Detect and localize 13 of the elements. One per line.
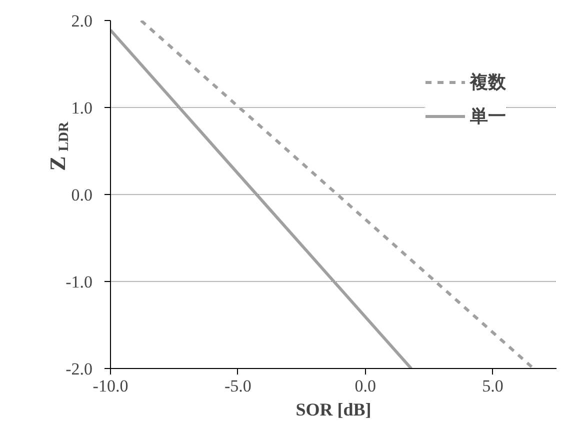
y-tick-label: 2.0 xyxy=(71,12,92,30)
x-tick-label: -5.0 xyxy=(224,376,252,396)
x-axis-title: SOR [dB] xyxy=(296,400,372,420)
y-axis-title: ZLDR xyxy=(45,120,72,171)
x-tick-label: -10.0 xyxy=(92,376,128,396)
x-tick-label: 5.0 xyxy=(482,376,504,396)
legend-label: 単一 xyxy=(470,105,506,128)
y-tick-label: 0.0 xyxy=(71,186,92,204)
x-tick-label: 0.0 xyxy=(354,376,376,396)
legend-label: 複数 xyxy=(470,71,506,94)
y-tick-label: -1.0 xyxy=(66,272,93,292)
y-tick-label: 1.0 xyxy=(71,98,92,118)
y-tick-label: -2.0 xyxy=(66,360,93,378)
